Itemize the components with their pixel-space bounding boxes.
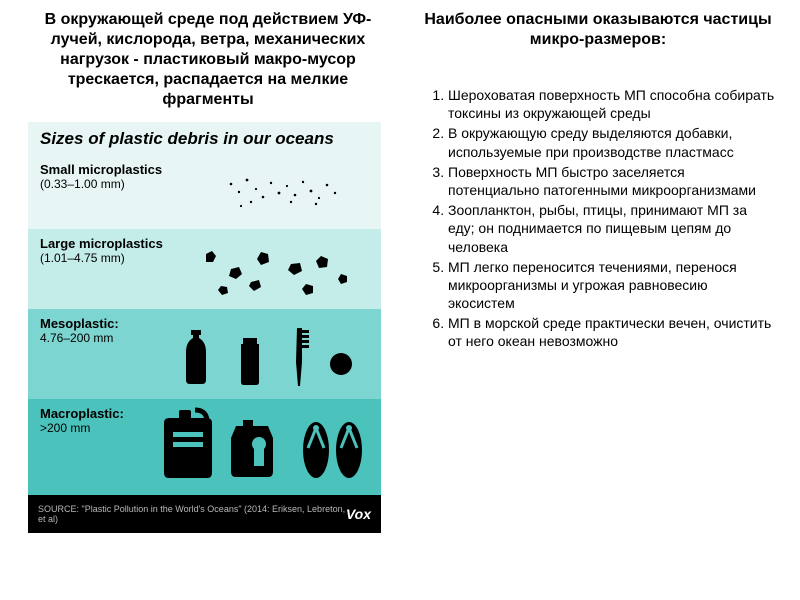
large-particles-icon (181, 229, 381, 309)
source-text: SOURCE: "Plastic Pollution in the World'… (38, 504, 346, 524)
list-item: Зоопланктон, рыбы, птицы, принимают МП з… (448, 201, 776, 256)
list-item: Шероховатая поверхность МП способна соби… (448, 86, 776, 122)
mesoplastic-icons (161, 309, 381, 399)
right-heading: Наиболее опасными оказываются частицы ми… (420, 10, 776, 50)
infographic-source: SOURCE: "Plastic Pollution in the World'… (28, 495, 381, 533)
list-item: Поверхность МП быстро заселяется потенци… (448, 163, 776, 199)
band-macroplastic: Macroplastic: >200 mm (28, 399, 381, 495)
left-column: В окружающей среде под действием УФ-луче… (0, 0, 400, 600)
band-small-microplastics: Small microplastics (0.33–1.00 mm) (28, 155, 381, 229)
infographic-title: Sizes of plastic debris in our oceans (28, 122, 381, 155)
list-item: В окружающую среду выделяются добавки, и… (448, 124, 776, 160)
small-particles-icon (201, 155, 381, 229)
vox-brand: Vox (346, 506, 371, 522)
danger-list: Шероховатая поверхность МП способна соби… (420, 86, 776, 353)
macroplastic-icons (151, 399, 381, 495)
list-item: МП легко переносится течениями, перенося… (448, 258, 776, 313)
band-large-microplastics: Large microplastics (1.01–4.75 mm) (28, 229, 381, 309)
list-item: МП в морской среде практически вечен, оч… (448, 314, 776, 350)
right-column: Наиболее опасными оказываются частицы ми… (400, 0, 800, 600)
left-heading: В окружающей среде под действием УФ-луче… (28, 10, 388, 110)
plastic-sizes-infographic: Sizes of plastic debris in our oceans Sm… (28, 122, 381, 533)
band-mesoplastic: Mesoplastic: 4.76–200 mm (28, 309, 381, 399)
